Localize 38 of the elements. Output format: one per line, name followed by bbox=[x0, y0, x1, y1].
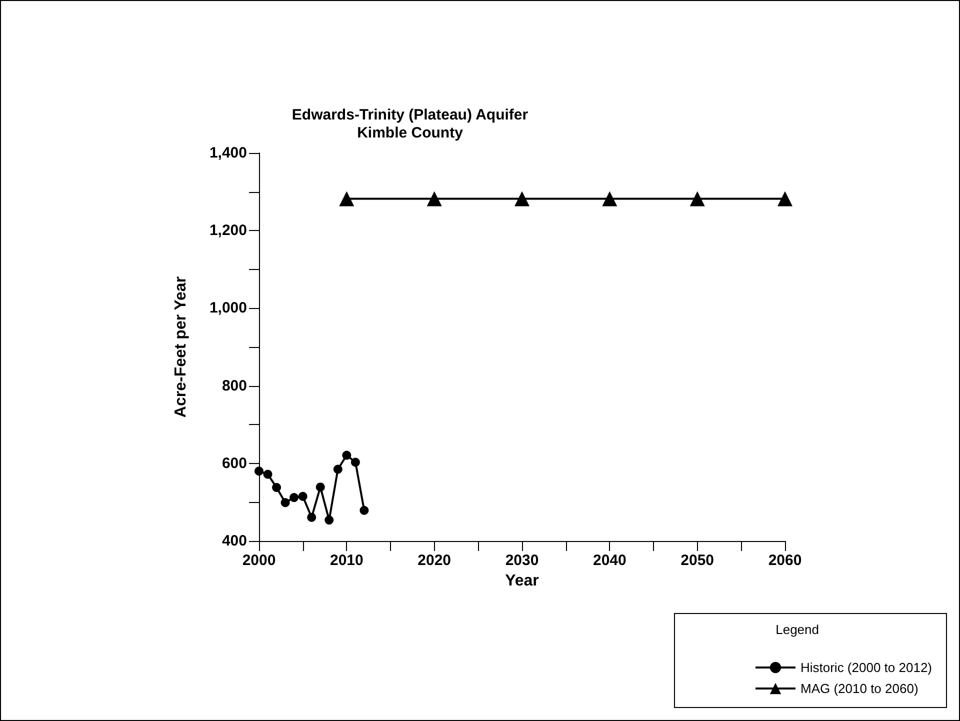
point bbox=[333, 464, 342, 474]
x-tick-label: 2050 bbox=[680, 552, 714, 569]
point bbox=[280, 498, 290, 508]
legend-label: MAG (2010 to 2060) bbox=[800, 681, 918, 696]
x-tick-label: 2020 bbox=[418, 552, 452, 569]
y-tick-label: 1,000 bbox=[209, 300, 247, 317]
point bbox=[290, 493, 299, 502]
chart-title: Edwards-Trinity (Plateau) Aquifer Kimble County bbox=[292, 106, 528, 142]
point bbox=[339, 191, 354, 206]
point bbox=[602, 191, 618, 206]
point bbox=[307, 512, 316, 522]
y-tick-label: 1,200 bbox=[209, 222, 247, 240]
point bbox=[426, 191, 442, 206]
y-axis-title: Acre-Feet per Year bbox=[172, 276, 190, 418]
point bbox=[272, 482, 282, 492]
y-tick-label: 800 bbox=[222, 377, 247, 394]
x-tick-label: 2010 bbox=[330, 552, 364, 569]
x-axis-title: Year bbox=[505, 572, 539, 590]
point bbox=[298, 492, 308, 501]
point bbox=[254, 466, 264, 476]
point bbox=[360, 506, 369, 515]
x-tick-label: 2060 bbox=[768, 552, 802, 569]
x-tick-label: 2030 bbox=[505, 552, 539, 569]
legend-title: Legend bbox=[776, 622, 820, 637]
y-tick-label: 600 bbox=[222, 454, 247, 472]
point bbox=[778, 191, 792, 206]
point bbox=[324, 516, 334, 525]
point bbox=[263, 470, 272, 479]
y-tick-label: 1,400 bbox=[209, 144, 247, 162]
y-tick-label: 400 bbox=[222, 532, 247, 550]
point bbox=[514, 191, 530, 206]
legend-label: Historic (2000 to 2012) bbox=[800, 660, 932, 675]
point bbox=[342, 450, 352, 460]
point bbox=[316, 482, 325, 492]
point bbox=[350, 458, 360, 467]
x-tick-label: 2040 bbox=[592, 552, 626, 569]
x-tick-label: 2000 bbox=[242, 552, 276, 569]
point bbox=[690, 191, 705, 206]
